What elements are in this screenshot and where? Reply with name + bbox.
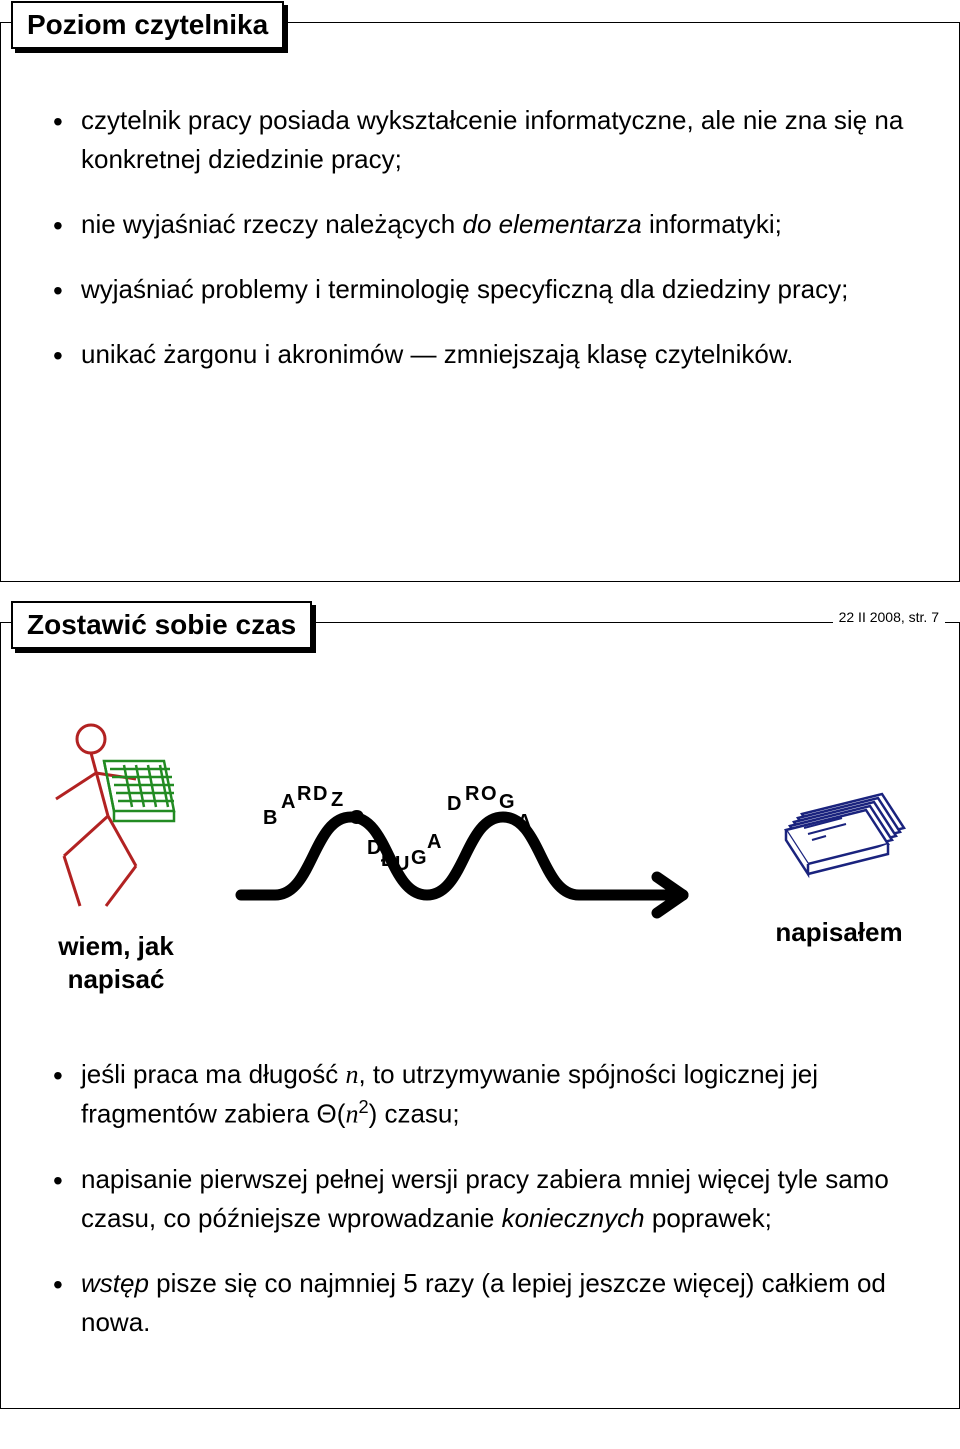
- math-exp: 2: [358, 1097, 368, 1117]
- emphasis-text: do elementarza: [463, 209, 642, 239]
- slide-title: Poziom czytelnika: [11, 1, 284, 49]
- text: ) czasu;: [369, 1099, 460, 1129]
- arc-letter: R: [465, 783, 479, 806]
- bullet-list: jeśli praca ma długość n, to utrzymywani…: [53, 1055, 919, 1342]
- arc-letter: A: [427, 831, 441, 854]
- arc-letter: D: [313, 783, 327, 806]
- arc-letter: A: [517, 811, 531, 834]
- arc-letter: Z: [331, 789, 343, 812]
- text: poprawek;: [645, 1203, 772, 1233]
- person-figure: wiem, jak napisać: [41, 721, 191, 995]
- slide-title: Zostawić sobie czas: [11, 601, 312, 649]
- book-figure: napisałem: [759, 768, 919, 948]
- arc-letter: A: [281, 791, 295, 814]
- page-number: 22 II 2008, str. 7: [833, 609, 945, 625]
- arc-letter: D: [447, 793, 461, 816]
- emphasis-text: wstęp: [81, 1268, 149, 1298]
- arc-letter: Ł: [381, 849, 393, 872]
- bullet-item: unikać żargonu i akronimów — zmniejszają…: [53, 335, 919, 374]
- arc-letter: B: [263, 807, 277, 830]
- text: jeśli praca ma długość: [81, 1059, 345, 1089]
- emphasis-text: koniecznych: [502, 1203, 645, 1233]
- arrow-path: B A R D Z O D Ł U G A D R O G A: [191, 763, 759, 953]
- arc-letter: U: [395, 853, 409, 876]
- text: nie wyjaśniać rzeczy należących: [81, 209, 463, 239]
- arc-letter: O: [481, 783, 497, 806]
- math-var: n: [345, 1060, 358, 1089]
- bullet-list: czytelnik pracy posiada wykształcenie in…: [53, 101, 919, 374]
- arc-letter: O: [349, 807, 365, 830]
- bullet-item: nie wyjaśniać rzeczy należących do eleme…: [53, 205, 919, 244]
- diagram: wiem, jak napisać B A R D Z O D Ł U G A …: [41, 721, 919, 995]
- slide-reader-level: Poziom czytelnika czytelnik pracy posiad…: [0, 22, 960, 582]
- bullet-item: wstęp pisze się co najmniej 5 razy (a le…: [53, 1264, 919, 1342]
- diagram-right-caption: napisałem: [759, 917, 919, 948]
- bullet-item: wyjaśniać problemy i terminologię specyf…: [53, 270, 919, 309]
- arc-letter: D: [367, 837, 381, 860]
- arc-letter: G: [411, 847, 427, 870]
- slide-leave-time: Zostawić sobie czas 22 II 2008, str. 7: [0, 622, 960, 1409]
- diagram-left-caption: wiem, jak napisać: [41, 930, 191, 995]
- arc-letter: R: [297, 783, 311, 806]
- arc-letter: G: [499, 791, 515, 814]
- bullet-item: jeśli praca ma długość n, to utrzymywani…: [53, 1055, 919, 1134]
- math-var: n: [345, 1100, 358, 1129]
- text: informatyki;: [642, 209, 782, 239]
- text: pisze się co najmniej 5 razy (a lepiej j…: [81, 1268, 886, 1337]
- bullet-item: czytelnik pracy posiada wykształcenie in…: [53, 101, 919, 179]
- bullet-item: napisanie pierwszej pełnej wersji pracy …: [53, 1160, 919, 1238]
